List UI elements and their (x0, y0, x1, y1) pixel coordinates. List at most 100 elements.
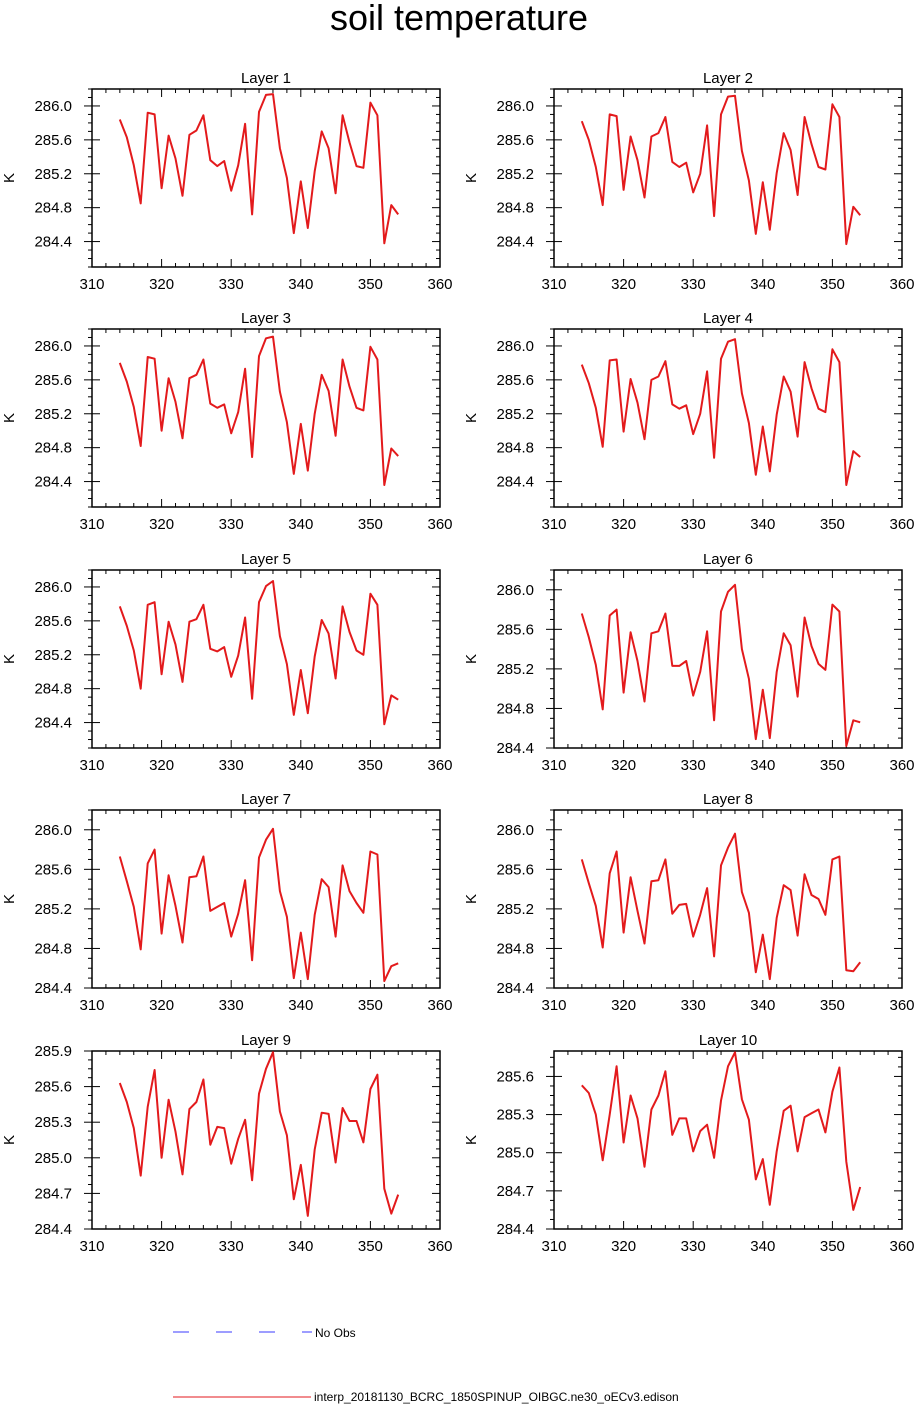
y-tick-label: 285.2 (496, 901, 534, 918)
y-axis-label: K (463, 413, 480, 423)
y-tick-label: 284.8 (496, 200, 534, 217)
y-tick-label: 284.8 (34, 440, 72, 457)
y-tick-label: 284.7 (496, 1183, 534, 1200)
x-tick-label: 320 (149, 276, 174, 293)
legend-no-obs-label: No Obs (315, 1326, 356, 1340)
y-tick-label: 285.6 (496, 621, 534, 638)
x-tick-label: 340 (288, 997, 313, 1014)
y-tick-label: 284.4 (496, 474, 534, 491)
y-tick-label: 284.4 (34, 980, 72, 997)
panel-title: Layer 4 (703, 310, 753, 327)
y-tick-label: 286.0 (496, 822, 534, 839)
y-tick-label: 286.0 (34, 338, 72, 355)
x-tick-label: 320 (149, 1238, 174, 1255)
figure-title: soil temperature (330, 0, 588, 38)
y-axis-label: K (1, 413, 18, 423)
panel-title: Layer 8 (703, 791, 753, 808)
y-tick-label: 285.6 (496, 861, 534, 878)
y-tick-label: 284.4 (496, 234, 534, 251)
y-tick-label: 286.0 (34, 98, 72, 115)
x-tick-label: 360 (889, 516, 914, 533)
y-tick-label: 284.8 (34, 200, 72, 217)
y-axis-label: K (1, 654, 18, 664)
x-tick-label: 350 (358, 516, 383, 533)
x-tick-label: 330 (219, 276, 244, 293)
panel-1: Layer 1 310 320 330 340 350 360 284.4 284.8 285.2… (1, 70, 453, 293)
y-tick-label: 285.6 (496, 132, 534, 149)
x-tick-label: 320 (611, 276, 636, 293)
x-tick-label: 360 (427, 516, 452, 533)
x-tick-label: 340 (750, 757, 775, 774)
panel-title: Layer 9 (241, 1032, 291, 1049)
y-tick-label: 284.7 (34, 1185, 72, 1202)
y-tick-label: 284.8 (496, 700, 534, 717)
x-tick-label: 360 (427, 1238, 452, 1255)
x-tick-label: 350 (820, 276, 845, 293)
series-line (118, 335, 399, 486)
y-axis-label: K (463, 654, 480, 664)
x-tick-label: 340 (288, 757, 313, 774)
y-tick-label: 284.4 (496, 980, 534, 997)
panel-title: Layer 7 (241, 791, 291, 808)
x-tick-label: 350 (820, 516, 845, 533)
y-tick-label: 285.2 (496, 406, 534, 423)
panels: Layer 1 310 320 330 340 350 360 284.4 284.8 285.2… (1, 70, 915, 1255)
x-tick-label: 320 (611, 516, 636, 533)
y-tick-label: 285.2 (34, 647, 72, 664)
x-tick-label: 310 (79, 276, 104, 293)
panel-8: Layer 8 310 320 330 340 350 360 284.4 284.8 285.2… (463, 791, 915, 1014)
x-tick-label: 310 (79, 997, 104, 1014)
y-tick-label: 285.6 (496, 1068, 534, 1085)
x-tick-label: 340 (288, 276, 313, 293)
panel-title: Layer 3 (241, 310, 291, 327)
y-tick-label: 285.2 (496, 166, 534, 183)
x-tick-label: 340 (750, 276, 775, 293)
x-tick-label: 330 (681, 276, 706, 293)
y-tick-label: 286.0 (496, 338, 534, 355)
y-tick-label: 284.8 (34, 681, 72, 698)
x-tick-label: 360 (889, 757, 914, 774)
y-tick-label: 285.2 (496, 661, 534, 678)
x-tick-label: 340 (750, 516, 775, 533)
x-tick-label: 310 (541, 276, 566, 293)
plot-frame (91, 569, 441, 749)
y-tick-label: 285.6 (34, 132, 72, 149)
x-tick-label: 350 (358, 757, 383, 774)
x-tick-label: 310 (541, 516, 566, 533)
y-tick-label: 286.0 (34, 822, 72, 839)
x-tick-label: 330 (681, 516, 706, 533)
legend-model-label: interp_20181130_BCRC_1850SPINUP_OIBGC.ne… (314, 1390, 679, 1404)
panel-3: Layer 3 310 320 330 340 350 360 284.4 284.8 285.2… (1, 310, 453, 533)
x-tick-label: 330 (219, 997, 244, 1014)
y-tick-label: 284.4 (34, 715, 72, 732)
y-tick-label: 285.6 (34, 1079, 72, 1096)
x-tick-label: 350 (358, 997, 383, 1014)
x-tick-label: 330 (219, 757, 244, 774)
y-axis-label: K (1, 173, 18, 183)
y-tick-label: 285.0 (496, 1145, 534, 1162)
x-tick-label: 360 (889, 276, 914, 293)
x-tick-label: 320 (611, 757, 636, 774)
y-tick-label: 285.2 (34, 901, 72, 918)
plot-frame (553, 1050, 903, 1230)
x-tick-label: 350 (820, 1238, 845, 1255)
x-tick-label: 320 (149, 757, 174, 774)
series-line (581, 1051, 862, 1211)
x-tick-label: 330 (681, 1238, 706, 1255)
x-tick-label: 340 (288, 516, 313, 533)
series-line (580, 338, 861, 486)
x-tick-label: 360 (427, 997, 452, 1014)
plot-frame (91, 88, 441, 268)
series-line (118, 1051, 400, 1217)
x-tick-label: 360 (889, 1238, 914, 1255)
y-tick-label: 285.6 (34, 861, 72, 878)
panel-2: Layer 2 310 320 330 340 350 360 284.4 284.8 285.2… (463, 70, 915, 293)
panel-title: Layer 1 (241, 70, 291, 87)
x-tick-label: 360 (427, 757, 452, 774)
x-tick-label: 330 (681, 997, 706, 1014)
y-axis-label: K (463, 1135, 480, 1145)
x-tick-label: 350 (820, 757, 845, 774)
y-tick-label: 284.4 (34, 234, 72, 251)
y-tick-label: 284.4 (496, 740, 534, 757)
